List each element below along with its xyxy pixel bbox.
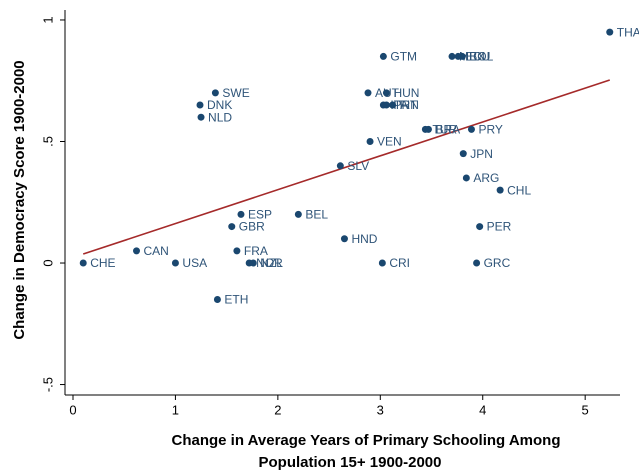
point-label: BEL	[305, 208, 328, 222]
point-label: PER	[487, 220, 512, 234]
x-tick-label: 5	[582, 402, 589, 417]
point-label: SWE	[222, 86, 249, 100]
point	[389, 101, 397, 109]
y-tick-label: 1	[40, 16, 55, 23]
point	[79, 259, 87, 267]
point-label: ETH	[224, 293, 248, 307]
point-label: FRA	[244, 244, 268, 258]
x-tick-label: 4	[479, 402, 486, 417]
y-tick-label: -.5	[40, 377, 55, 392]
point-label: PRY	[478, 123, 502, 137]
x-axis-title: Population 15+ 1900-2000	[258, 454, 441, 471]
point-label: PRT	[393, 98, 417, 112]
point-label: VEN	[377, 135, 402, 149]
point-label: NOR	[256, 256, 283, 270]
y-tick-label: .5	[40, 136, 55, 147]
point	[476, 223, 484, 231]
point-label: NZL	[260, 256, 283, 270]
fit-line	[82, 79, 611, 255]
point	[233, 247, 241, 255]
point-label: SLV	[347, 159, 369, 173]
point-label: DNK	[207, 98, 232, 112]
point	[496, 186, 504, 194]
point	[459, 150, 467, 158]
point	[133, 247, 141, 255]
point	[364, 89, 372, 97]
point	[424, 125, 432, 133]
x-tick-label: 3	[377, 402, 384, 417]
point-label: CAN	[144, 244, 169, 258]
point-label: THA	[617, 25, 639, 39]
x-tick-label: 0	[69, 402, 76, 417]
point-label: FIN	[400, 98, 419, 112]
point-label: BRA	[435, 123, 460, 137]
point-label: CRI	[389, 256, 410, 270]
point	[606, 28, 614, 36]
point	[294, 210, 302, 218]
point-label: HND	[351, 232, 377, 246]
point-label: JPN	[470, 147, 493, 161]
point-label: CHE	[90, 256, 115, 270]
point	[171, 259, 179, 267]
point	[382, 89, 390, 97]
point	[336, 162, 344, 170]
point	[197, 113, 205, 121]
point	[340, 235, 348, 243]
point	[448, 52, 456, 60]
point-label: CHL	[507, 183, 531, 197]
y-tick-label: 0	[40, 259, 55, 266]
x-tick-label: 2	[274, 402, 281, 417]
point-label: BOL	[469, 50, 493, 64]
x-tick-label: 1	[172, 402, 179, 417]
point	[249, 259, 257, 267]
point	[228, 223, 236, 231]
point-label: ESP	[248, 208, 272, 222]
point	[196, 101, 204, 109]
point	[458, 52, 466, 60]
point	[379, 52, 387, 60]
point	[473, 259, 481, 267]
y-axis-title: Change in Democracy Score 1900-2000	[11, 60, 28, 339]
point-label: ITA	[390, 98, 408, 112]
point	[467, 125, 475, 133]
point-label: NLD	[208, 110, 232, 124]
point-label: USA	[182, 256, 207, 270]
point	[462, 174, 470, 182]
point	[211, 89, 219, 97]
x-axis-title: Change in Average Years of Primary Schoo…	[172, 432, 561, 449]
point-label: TUR	[432, 123, 457, 137]
point	[378, 259, 386, 267]
point-label: GRC	[484, 256, 511, 270]
point	[366, 137, 374, 145]
point-label: GTM	[390, 50, 417, 64]
point-label: ARG	[473, 171, 499, 185]
point	[382, 101, 390, 109]
point-label: HUN	[393, 86, 419, 100]
point	[237, 210, 245, 218]
point	[213, 295, 221, 303]
point-label: ECU	[465, 50, 490, 64]
point-label: MEX	[459, 50, 485, 64]
point-label: GBR	[239, 220, 265, 234]
